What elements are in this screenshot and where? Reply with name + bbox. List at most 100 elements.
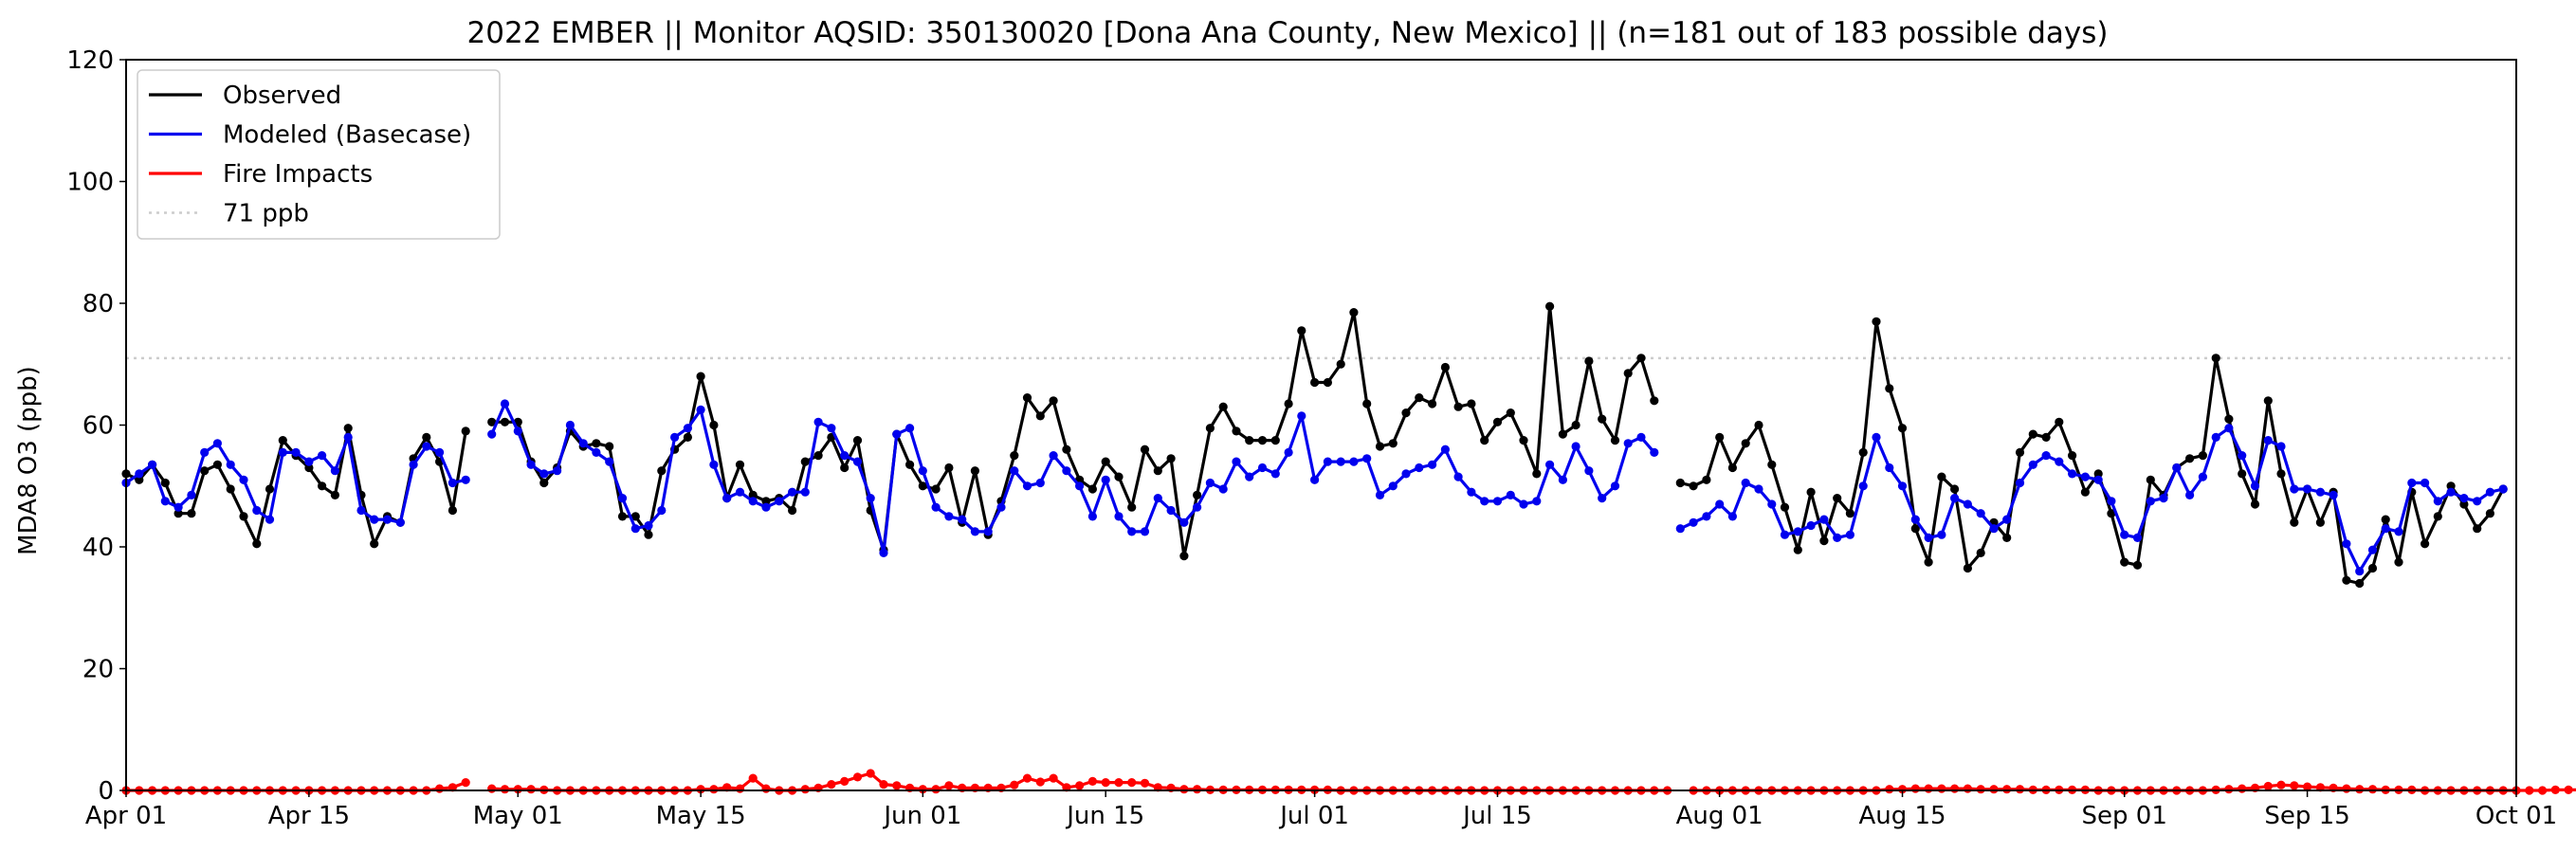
data-point-observed xyxy=(1492,417,1503,426)
data-point-modeled-basecase xyxy=(683,424,693,433)
data-point-observed xyxy=(160,478,170,488)
data-point-modeled-basecase xyxy=(605,457,614,466)
data-point-fire-impacts xyxy=(1179,785,1189,794)
data-point-fire-impacts xyxy=(2002,785,2012,794)
data-point-fire-impacts xyxy=(761,784,771,793)
data-point-observed xyxy=(944,463,954,473)
data-point-modeled-basecase xyxy=(1623,439,1633,448)
data-point-fire-impacts xyxy=(2538,786,2548,795)
data-point-observed xyxy=(2211,354,2220,363)
data-point-observed xyxy=(1297,326,1306,336)
data-point-modeled-basecase xyxy=(1101,475,1110,484)
data-point-observed xyxy=(605,442,614,451)
data-point-modeled-basecase xyxy=(2224,424,2234,433)
data-point-fire-impacts xyxy=(2367,785,2378,794)
data-point-observed xyxy=(174,509,183,518)
data-point-modeled-basecase xyxy=(918,466,927,476)
data-point-fire-impacts xyxy=(1010,780,1019,789)
data-point-observed xyxy=(2290,517,2299,527)
data-point-modeled-basecase xyxy=(1558,475,1567,484)
data-point-modeled-basecase xyxy=(1989,524,1999,534)
data-point-observed xyxy=(683,432,693,442)
data-point-observed xyxy=(265,484,275,494)
data-point-modeled-basecase xyxy=(1010,466,1019,476)
data-point-modeled-basecase xyxy=(1833,533,1842,543)
data-point-fire-impacts xyxy=(435,784,445,793)
data-point-modeled-basecase xyxy=(278,447,287,457)
data-point-observed xyxy=(761,497,771,506)
legend-box xyxy=(137,69,501,240)
data-point-observed xyxy=(461,426,470,436)
data-point-observed xyxy=(2315,517,2325,527)
data-point-modeled-basecase xyxy=(827,424,836,433)
data-point-fire-impacts xyxy=(2276,780,2286,789)
data-point-observed xyxy=(918,481,927,491)
data-point-modeled-basecase xyxy=(382,515,393,524)
data-point-modeled-basecase xyxy=(226,460,235,469)
data-point-fire-impacts xyxy=(748,773,758,783)
data-point-observed xyxy=(1858,447,1868,457)
data-point-observed xyxy=(370,539,379,549)
data-point-observed xyxy=(318,481,327,491)
data-point-observed xyxy=(2263,396,2273,406)
data-point-modeled-basecase xyxy=(395,517,405,527)
data-point-modeled-basecase xyxy=(265,515,275,524)
data-point-modeled-basecase xyxy=(2498,484,2508,494)
data-point-modeled-basecase xyxy=(1362,454,1372,463)
data-point-observed xyxy=(1035,411,1045,421)
data-point-observed xyxy=(1545,301,1555,311)
data-point-modeled-basecase xyxy=(304,457,314,466)
data-point-modeled-basecase xyxy=(2185,490,2195,500)
data-point-modeled-basecase xyxy=(2080,472,2090,481)
data-point-modeled-basecase xyxy=(761,502,771,512)
legend-item-observed: Observed xyxy=(149,82,341,110)
data-point-modeled-basecase xyxy=(2473,497,2482,506)
data-point-observed xyxy=(1754,420,1763,430)
data-point-observed xyxy=(1872,317,1881,326)
x-tick-label: Aug 15 xyxy=(1858,802,1946,830)
data-point-modeled-basecase xyxy=(1780,530,1790,539)
data-point-modeled-basecase xyxy=(1650,447,1659,457)
data-point-observed xyxy=(1218,402,1228,411)
data-point-modeled-basecase xyxy=(1741,478,1750,488)
y-axis: 0 20 40 60 80 100 120 xyxy=(66,46,126,806)
data-point-fire-impacts xyxy=(2525,786,2534,795)
data-point-modeled-basecase xyxy=(1806,520,1816,531)
data-point-modeled-basecase xyxy=(291,447,301,457)
data-point-modeled-basecase xyxy=(2421,478,2430,488)
data-point-observed xyxy=(2146,475,2155,484)
data-point-observed xyxy=(1428,399,1437,408)
x-tick-label: May 15 xyxy=(656,802,746,830)
data-point-modeled-basecase xyxy=(422,442,431,451)
data-point-modeled-basecase xyxy=(1022,481,1032,491)
data-point-fire-impacts xyxy=(1976,785,1985,794)
data-point-modeled-basecase xyxy=(1257,463,1268,473)
data-point-observed xyxy=(330,490,339,500)
data-point-fire-impacts xyxy=(526,785,536,794)
data-point-modeled-basecase xyxy=(2315,487,2325,497)
data-point-modeled-basecase xyxy=(2355,567,2365,576)
data-point-modeled-basecase xyxy=(2276,442,2286,451)
data-point-observed xyxy=(1924,557,1933,567)
data-point-modeled-basecase xyxy=(1440,445,1450,454)
data-point-modeled-basecase xyxy=(644,520,653,531)
data-point-fire-impacts xyxy=(892,781,902,790)
data-point-observed xyxy=(1727,463,1737,473)
data-point-modeled-basecase xyxy=(539,469,549,479)
data-point-observed xyxy=(2367,563,2378,573)
data-point-observed xyxy=(1022,393,1032,403)
data-point-modeled-basecase xyxy=(1349,457,1359,466)
data-point-modeled-basecase xyxy=(1610,481,1620,491)
data-point-modeled-basecase xyxy=(1492,497,1503,506)
series-line-modeled-basecase xyxy=(125,402,2504,573)
x-tick-label: Sep 01 xyxy=(2082,802,2167,830)
data-point-modeled-basecase xyxy=(1428,460,1437,469)
data-point-modeled-basecase xyxy=(931,502,941,512)
data-point-modeled-basecase xyxy=(2198,472,2207,481)
data-point-modeled-basecase xyxy=(2093,475,2103,484)
data-point-modeled-basecase xyxy=(2146,497,2155,506)
data-point-modeled-basecase xyxy=(1153,494,1162,503)
data-point-modeled-basecase xyxy=(1675,524,1685,534)
data-point-observed xyxy=(2485,509,2494,518)
